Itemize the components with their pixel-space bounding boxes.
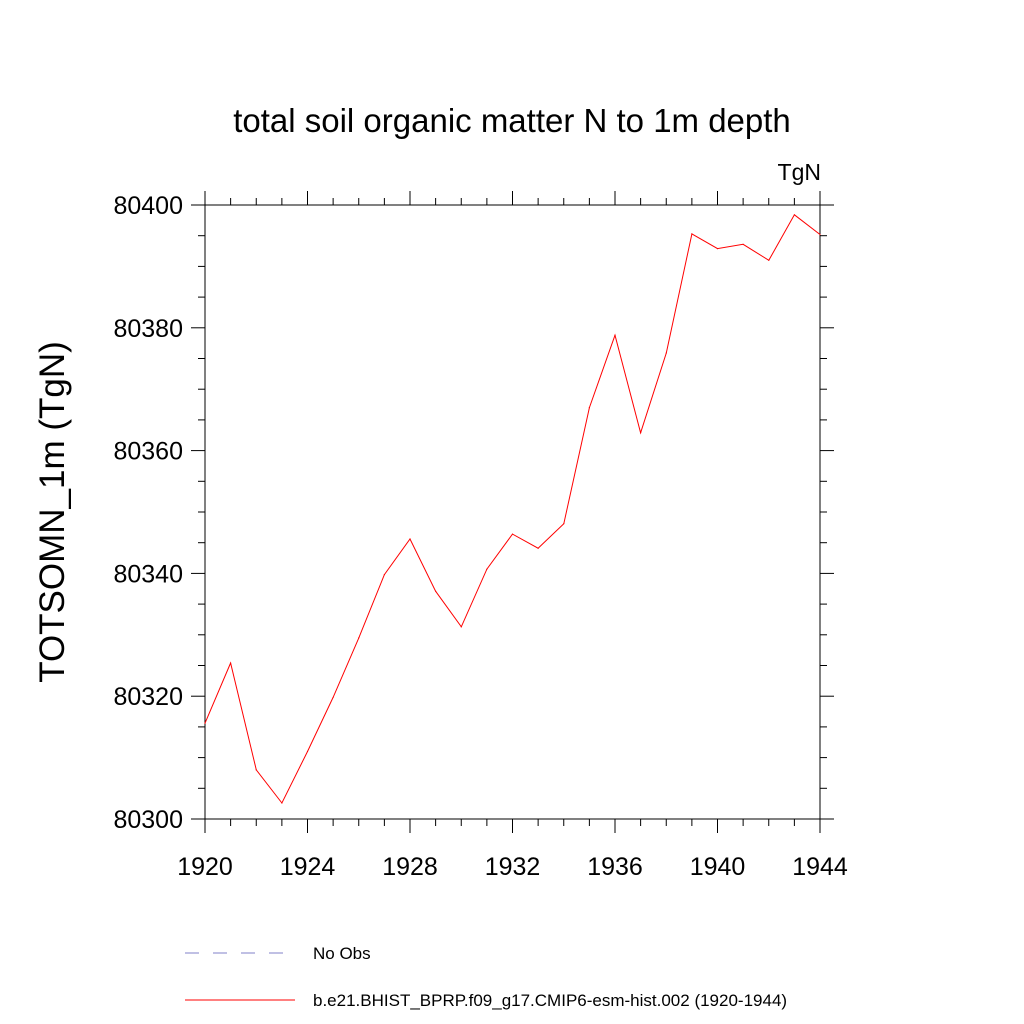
data-point <box>614 334 616 336</box>
y-tick-label: 80360 <box>113 438 183 466</box>
data-point <box>640 432 642 434</box>
y-tick-label: 80320 <box>113 683 183 711</box>
x-tick-label: 1928 <box>382 853 438 881</box>
y-tick-label: 80400 <box>113 192 183 220</box>
data-point <box>793 214 795 216</box>
data-point <box>716 247 719 250</box>
series-layer <box>204 214 821 804</box>
data-point <box>204 722 206 724</box>
data-point <box>819 233 821 236</box>
y-tick-label: 80380 <box>113 315 183 343</box>
data-point <box>460 626 462 628</box>
data-point <box>768 259 770 261</box>
y-tick-label: 80300 <box>113 806 183 834</box>
y-axis-ticks: 80300 80320 80340 80360 80380 80400 <box>113 192 834 834</box>
x-tick-label: 1932 <box>485 853 541 881</box>
data-point <box>358 637 360 639</box>
data-point <box>306 750 309 753</box>
data-point <box>665 352 667 354</box>
legend-label-model: b.e21.BHIST_BPRP.f09_g17.CMIP6-esm-hist.… <box>313 991 787 1010</box>
units-label: TgN <box>778 159 821 185</box>
data-point <box>255 769 257 771</box>
data-point <box>409 538 411 540</box>
x-axis-ticks: 1920 1924 1928 1932 1936 1940 1944 <box>177 191 848 881</box>
x-tick-label: 1920 <box>177 853 233 881</box>
data-point <box>537 547 539 549</box>
data-point <box>332 696 334 699</box>
data-point <box>383 574 385 576</box>
data-point <box>230 662 232 664</box>
x-tick-label: 1944 <box>792 853 848 881</box>
chart-title: total soil organic matter N to 1m depth <box>233 102 791 139</box>
data-point <box>511 533 514 535</box>
y-tick-label: 80340 <box>113 560 183 588</box>
x-tick-label: 1924 <box>280 853 336 881</box>
data-point <box>691 233 693 235</box>
plot-frame <box>204 204 821 820</box>
data-point <box>563 523 565 525</box>
y-axis-label: TOTSOMN_1m (TgN) <box>33 341 72 683</box>
legend: No Obs b.e21.BHIST_BPRP.f09_g17.CMIP6-es… <box>185 944 787 1010</box>
data-point <box>435 590 437 592</box>
data-point <box>742 243 744 245</box>
series-line <box>204 214 821 804</box>
data-point <box>281 802 283 804</box>
data-point <box>486 568 488 570</box>
x-tick-label: 1940 <box>690 853 746 881</box>
legend-label-no-obs: No Obs <box>313 944 371 963</box>
x-tick-label: 1936 <box>587 853 643 881</box>
data-point <box>588 407 590 409</box>
